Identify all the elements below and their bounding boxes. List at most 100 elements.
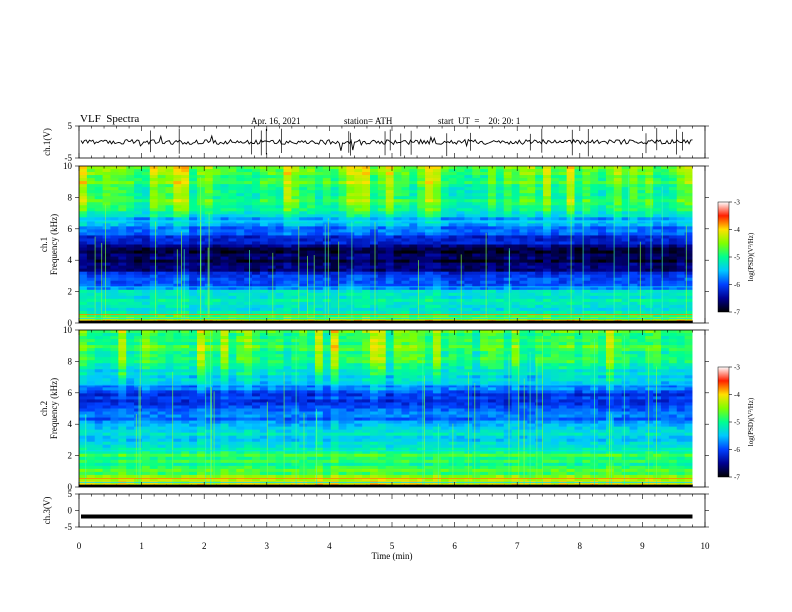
heatmap-cell	[511, 241, 521, 246]
heatmap-cell	[629, 208, 639, 212]
heatmap-cell	[519, 289, 528, 294]
heatmap-cell	[330, 217, 340, 221]
heatmap-cell	[582, 193, 591, 197]
heatmap-cell	[236, 274, 245, 279]
heatmap-cell	[480, 232, 489, 237]
heatmap-cell	[605, 310, 615, 315]
heatmap-cell	[377, 262, 387, 267]
heatmap-cell	[283, 289, 292, 294]
heatmap-cell	[102, 271, 112, 276]
heatmap-cell	[275, 217, 285, 221]
heatmap-cell	[118, 193, 127, 197]
heatmap-cell	[102, 351, 112, 355]
heatmap-cell	[637, 244, 646, 249]
heatmap-cell	[126, 342, 135, 346]
heatmap-cell	[448, 354, 458, 358]
heatmap-cell	[165, 217, 174, 221]
heatmap-cell	[472, 256, 481, 261]
heatmap-cell	[645, 286, 654, 291]
heatmap-cell	[354, 256, 363, 261]
heatmap-cell	[401, 193, 410, 197]
heatmap-cell	[252, 316, 261, 321]
heatmap-cell	[86, 211, 96, 215]
heatmap-cell	[385, 235, 395, 240]
heatmap-cell	[338, 235, 348, 240]
heatmap-cell	[456, 307, 465, 312]
heatmap-cell	[487, 301, 497, 306]
heatmap-cell	[322, 241, 332, 246]
heatmap-cell	[480, 289, 489, 294]
heatmap-cell	[495, 271, 505, 276]
heatmap-cell	[252, 184, 261, 188]
heatmap-cell	[134, 241, 143, 246]
heatmap-cell	[558, 220, 568, 224]
heatmap-cell	[409, 313, 418, 318]
heatmap-cell	[228, 205, 237, 209]
heatmap-cell	[110, 172, 119, 176]
heatmap-cell	[480, 220, 489, 224]
heatmap-cell	[330, 342, 340, 346]
heatmap-cell	[126, 196, 135, 200]
heatmap-cell	[228, 226, 237, 230]
heatmap-cell	[110, 363, 119, 367]
heatmap-cell	[393, 304, 403, 309]
heatmap-cell	[432, 229, 442, 234]
heatmap-cell	[425, 339, 434, 343]
heatmap-cell	[354, 205, 363, 209]
heatmap-cell	[126, 280, 135, 285]
heatmap-cell	[590, 256, 599, 261]
heatmap-cell	[322, 226, 332, 230]
heatmap-cell	[480, 199, 489, 203]
heatmap-cell	[110, 280, 119, 285]
heatmap-cell	[582, 205, 591, 209]
heatmap-cell	[322, 220, 332, 224]
heatmap-cell	[432, 202, 442, 206]
heatmap-cell	[330, 211, 340, 215]
heatmap-cell	[676, 217, 686, 221]
heatmap-cell	[527, 289, 536, 294]
heatmap-cell	[236, 226, 245, 230]
heatmap-cell	[283, 292, 292, 297]
heatmap-cell	[244, 348, 253, 352]
heatmap-cell	[598, 187, 607, 191]
heatmap-cell	[432, 244, 442, 249]
heatmap-cell	[228, 292, 237, 297]
heatmap-cell	[511, 274, 521, 279]
heatmap-cell	[173, 181, 182, 185]
heatmap-cell	[495, 301, 505, 306]
heatmap-cell	[346, 181, 355, 185]
heatmap-cell	[94, 235, 104, 240]
heatmap-cell	[134, 256, 143, 261]
heatmap-cell	[637, 310, 646, 315]
heatmap-cell	[236, 238, 245, 243]
heatmap-cell	[503, 196, 513, 200]
heatmap-cell	[330, 181, 340, 185]
heatmap-cell	[511, 187, 521, 191]
heatmap-cell	[519, 235, 528, 240]
heatmap-cell	[472, 214, 481, 218]
heatmap-cell	[165, 169, 174, 173]
heatmap-cell	[173, 193, 182, 197]
heatmap-cell	[244, 214, 253, 218]
heatmap-cell	[393, 295, 403, 300]
heatmap-cell	[401, 351, 410, 355]
heatmap-cell	[283, 339, 292, 343]
heatmap-cell	[637, 268, 646, 273]
heatmap-cell	[668, 268, 678, 273]
heatmap-cell	[307, 339, 316, 343]
heatmap-cell	[102, 214, 112, 218]
heatmap-cell	[196, 178, 206, 182]
heatmap-cell	[676, 178, 686, 182]
heatmap-cell	[448, 265, 458, 270]
heatmap-cell	[196, 184, 206, 188]
heatmap-cell	[94, 295, 104, 300]
heatmap-cell	[676, 187, 686, 191]
s2-heatmap	[79, 330, 705, 487]
heatmap-cell	[291, 283, 300, 288]
heatmap-cell	[487, 217, 497, 221]
heatmap-cell	[141, 259, 151, 264]
heatmap-cell	[362, 277, 371, 282]
heatmap-cell	[102, 184, 112, 188]
heatmap-cell	[684, 235, 694, 240]
heatmap-cell	[401, 259, 410, 264]
